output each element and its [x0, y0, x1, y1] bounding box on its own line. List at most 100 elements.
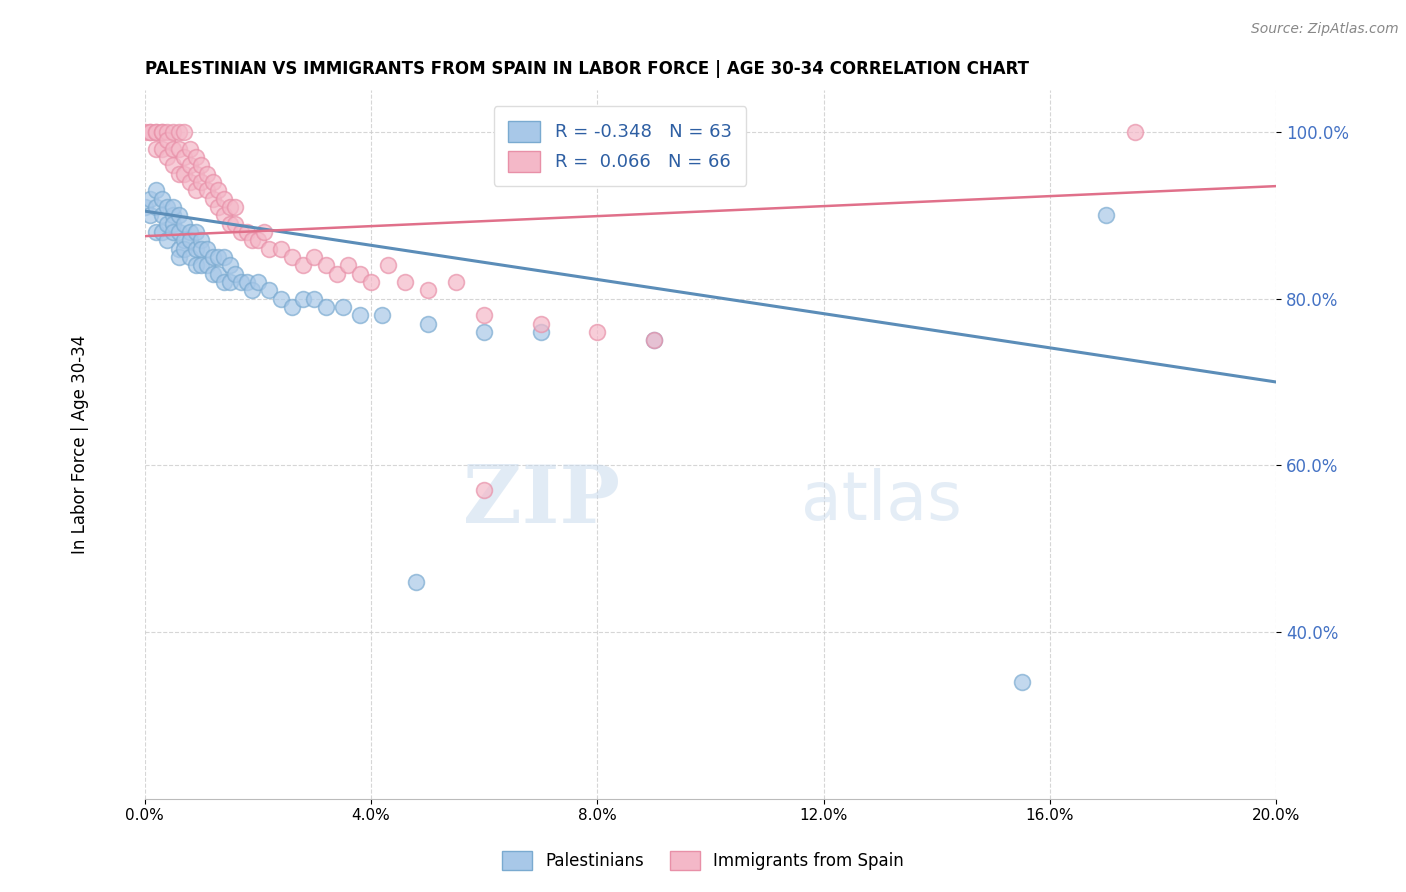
- Point: [207, 183, 229, 197]
- Point: [643, 334, 665, 348]
- Point: [201, 267, 224, 281]
- Point: [212, 250, 235, 264]
- Point: [184, 167, 207, 181]
- Point: [179, 158, 201, 172]
- Point: [145, 125, 167, 139]
- Point: [246, 275, 269, 289]
- Point: [150, 208, 173, 222]
- Point: [162, 142, 184, 156]
- Point: [173, 167, 195, 181]
- Y-axis label: In Labor Force | Age 30-34: In Labor Force | Age 30-34: [72, 334, 89, 554]
- Point: [1011, 675, 1033, 690]
- Point: [134, 200, 156, 214]
- Point: [145, 200, 167, 214]
- Point: [218, 217, 240, 231]
- Point: [184, 258, 207, 272]
- Point: [394, 275, 416, 289]
- Point: [416, 283, 439, 297]
- Point: [139, 125, 162, 139]
- Point: [145, 183, 167, 197]
- Point: [162, 158, 184, 172]
- Point: [162, 125, 184, 139]
- Point: [229, 275, 252, 289]
- Point: [530, 317, 553, 331]
- Point: [195, 167, 218, 181]
- Point: [472, 308, 495, 322]
- Point: [332, 300, 354, 314]
- Point: [416, 317, 439, 331]
- Point: [190, 258, 212, 272]
- Point: [444, 275, 467, 289]
- Point: [156, 233, 179, 247]
- Text: ZIP: ZIP: [463, 462, 620, 541]
- Point: [281, 250, 304, 264]
- Point: [195, 183, 218, 197]
- Point: [270, 292, 292, 306]
- Point: [304, 292, 326, 306]
- Point: [156, 150, 179, 164]
- Point: [1095, 208, 1118, 222]
- Point: [150, 125, 173, 139]
- Point: [167, 142, 190, 156]
- Point: [184, 225, 207, 239]
- Point: [162, 225, 184, 239]
- Point: [360, 275, 382, 289]
- Point: [173, 125, 195, 139]
- Point: [371, 308, 394, 322]
- Point: [156, 133, 179, 147]
- Point: [246, 233, 269, 247]
- Point: [156, 200, 179, 214]
- Point: [156, 217, 179, 231]
- Point: [195, 258, 218, 272]
- Point: [257, 283, 280, 297]
- Point: [167, 167, 190, 181]
- Point: [167, 250, 190, 264]
- Point: [190, 242, 212, 256]
- Text: Source: ZipAtlas.com: Source: ZipAtlas.com: [1251, 22, 1399, 37]
- Point: [643, 334, 665, 348]
- Point: [190, 175, 212, 189]
- Point: [139, 192, 162, 206]
- Point: [218, 275, 240, 289]
- Point: [472, 325, 495, 339]
- Point: [173, 233, 195, 247]
- Point: [195, 242, 218, 256]
- Point: [184, 150, 207, 164]
- Point: [139, 125, 162, 139]
- Point: [270, 242, 292, 256]
- Point: [139, 208, 162, 222]
- Point: [405, 575, 427, 590]
- Point: [162, 200, 184, 214]
- Point: [224, 217, 246, 231]
- Point: [173, 150, 195, 164]
- Point: [162, 208, 184, 222]
- Point: [472, 483, 495, 498]
- Point: [281, 300, 304, 314]
- Point: [252, 225, 274, 239]
- Point: [179, 233, 201, 247]
- Point: [150, 125, 173, 139]
- Point: [304, 250, 326, 264]
- Point: [173, 217, 195, 231]
- Point: [201, 175, 224, 189]
- Point: [530, 325, 553, 339]
- Point: [167, 208, 190, 222]
- Point: [167, 225, 190, 239]
- Point: [349, 308, 371, 322]
- Point: [315, 300, 337, 314]
- Point: [224, 200, 246, 214]
- Point: [156, 125, 179, 139]
- Legend: Palestinians, Immigrants from Spain: Palestinians, Immigrants from Spain: [496, 844, 910, 877]
- Point: [207, 200, 229, 214]
- Point: [190, 233, 212, 247]
- Point: [179, 225, 201, 239]
- Point: [134, 125, 156, 139]
- Point: [349, 267, 371, 281]
- Point: [184, 183, 207, 197]
- Point: [377, 258, 399, 272]
- Point: [207, 250, 229, 264]
- Point: [184, 242, 207, 256]
- Point: [586, 325, 609, 339]
- Point: [218, 200, 240, 214]
- Point: [167, 242, 190, 256]
